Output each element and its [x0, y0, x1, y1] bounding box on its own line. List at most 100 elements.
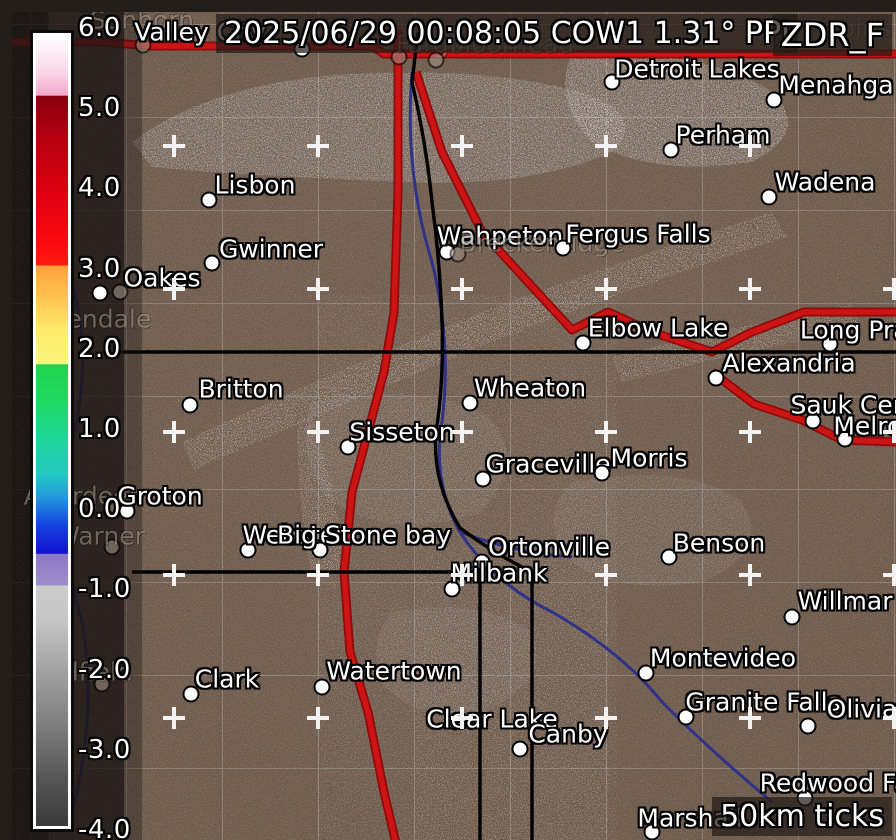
city-label: Gwinner: [218, 234, 324, 264]
city-marker: [203, 254, 221, 272]
city-label: Willmar: [797, 586, 893, 616]
range-tick-cross: [451, 421, 473, 443]
city-label: Melrose: [833, 411, 896, 441]
colorbar-tick-label: 6.0: [78, 13, 121, 43]
city-label: Clark: [194, 664, 260, 694]
city-marker: [603, 73, 621, 91]
city-marker: [181, 396, 199, 414]
city-marker: [474, 470, 492, 488]
city-marker: [643, 823, 661, 840]
city-label: Granite Falls: [685, 687, 841, 717]
city-marker: [313, 678, 331, 696]
city-label: Wadena: [774, 167, 876, 197]
city-marker: [637, 664, 655, 682]
colorbar-gradient: [36, 36, 68, 826]
city-marker: [677, 708, 695, 726]
city-marker: [427, 51, 445, 69]
city-label: Morris: [610, 443, 688, 473]
colorbar-tick-label: -1.0: [78, 574, 131, 605]
range-tick-cross: [739, 135, 761, 157]
range-tick-cross: [451, 278, 473, 300]
page-title: 2025/06/29 00:08:05 COW1 1.31° PPI: [216, 14, 798, 53]
city-label: Breckenridge: [459, 228, 625, 258]
city-label: Groton: [117, 481, 203, 511]
city-label: Elbow Lake: [587, 313, 729, 343]
range-tick-cross: [739, 278, 761, 300]
city-marker: [707, 369, 725, 387]
range-tick-cross: [163, 707, 185, 729]
city-marker: [783, 608, 801, 626]
city-marker: [821, 335, 839, 353]
city-marker: [93, 675, 111, 693]
city-marker: [103, 538, 121, 556]
range-tick-cross: [595, 135, 617, 157]
colorbar-tick-label: -4.0: [78, 815, 131, 840]
range-tick-cross: [163, 421, 185, 443]
city-marker: [182, 685, 200, 703]
city-marker: [118, 502, 136, 520]
range-ticks-label: 50km ticks: [712, 797, 892, 836]
colorbar-tick-label: 0.0: [78, 494, 121, 525]
city-marker: [765, 91, 783, 109]
city-marker: [804, 412, 822, 430]
city-marker: [200, 191, 218, 209]
range-tick-cross: [739, 421, 761, 443]
city-label: Redwood Falls: [759, 768, 896, 798]
colorbar-backdrop-soft: [124, 12, 142, 840]
city-marker: [91, 284, 109, 302]
range-tick-cross: [883, 564, 896, 586]
city-label: Montevideo: [649, 643, 797, 673]
city-marker: [449, 245, 467, 263]
range-tick-cross: [595, 707, 617, 729]
colorbar-tick-label: 1.0: [78, 414, 121, 444]
city-label: Sauk Centre: [790, 390, 896, 420]
city-marker: [339, 438, 357, 456]
city-label: Oakes: [123, 263, 201, 293]
range-tick-cross: [307, 278, 329, 300]
city-marker: [473, 553, 491, 571]
city-label: Benson: [672, 528, 766, 558]
city-marker: [836, 430, 854, 448]
zdr-colorbar[interactable]: [30, 30, 74, 832]
city-label: Big Stone bay: [276, 520, 452, 550]
city-label: Sanborn: [90, 12, 194, 35]
city-marker: [111, 283, 129, 301]
city-marker: [799, 717, 817, 735]
range-tick-cross: [451, 707, 473, 729]
city-marker: [760, 188, 778, 206]
range-tick-cross: [883, 421, 896, 443]
city-label: Clear Lake: [426, 704, 558, 734]
range-tick-cross: [595, 278, 617, 300]
city-marker: [554, 239, 572, 257]
range-tick-cross: [307, 421, 329, 443]
city-marker: [461, 394, 479, 412]
colorbar-tick-label: 3.0: [78, 253, 121, 284]
city-label: Lisbon: [214, 170, 296, 200]
range-tick-cross: [451, 564, 473, 586]
city-label: Canby: [528, 719, 608, 749]
city-marker: [660, 548, 678, 566]
colorbar-tick-label: 5.0: [78, 93, 121, 124]
colorbar-tick-label: -3.0: [78, 734, 131, 765]
city-label: Watertown: [326, 656, 462, 686]
city-label: Graceville: [485, 449, 611, 479]
range-tick-cross: [307, 707, 329, 729]
range-tick-cross: [883, 278, 896, 300]
range-tick-cross: [883, 707, 896, 729]
city-label: Fergus Falls: [565, 219, 711, 249]
city-label: Ortonville: [488, 532, 610, 562]
city-label: Wheaton: [473, 373, 587, 403]
state-border-layer: [120, 31, 896, 840]
city-marker: [443, 580, 461, 598]
range-tick-cross: [307, 135, 329, 157]
range-tick-cross: [163, 564, 185, 586]
colorbar-tick-label: -2.0: [78, 654, 131, 685]
city-label: Alexandria: [722, 348, 856, 378]
city-marker: [134, 36, 152, 54]
range-tick-cross: [163, 135, 185, 157]
range-tick-cross: [595, 564, 617, 586]
city-label: Long Prairie: [799, 315, 896, 345]
city-marker: [593, 464, 611, 482]
